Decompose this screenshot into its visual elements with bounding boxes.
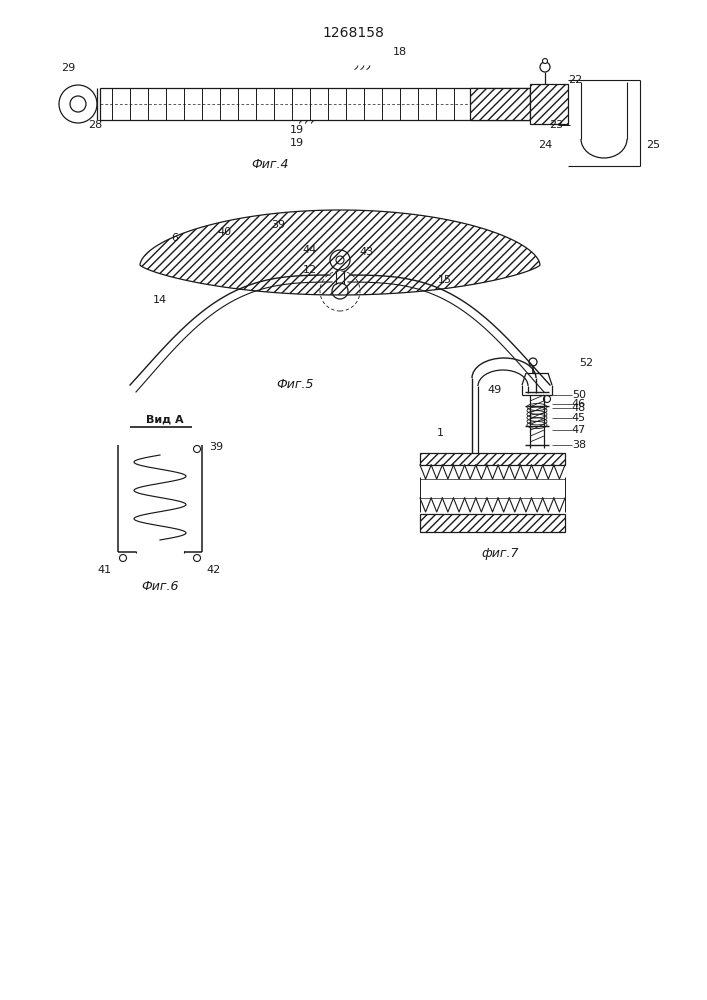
Bar	[100, 88, 530, 120]
Text: 50: 50	[572, 390, 586, 400]
Text: 41: 41	[97, 565, 111, 575]
Text: Фиг.5: Фиг.5	[276, 378, 314, 391]
Bar	[470, 88, 530, 120]
Text: 23: 23	[549, 120, 563, 130]
Text: Фиг.4: Фиг.4	[251, 158, 288, 172]
Text: 22: 22	[568, 75, 582, 85]
Text: 18: 18	[393, 47, 407, 57]
Text: 24: 24	[538, 140, 552, 150]
Text: 38: 38	[572, 440, 586, 450]
Circle shape	[542, 58, 547, 64]
Text: 43: 43	[360, 247, 374, 257]
Text: 1268158: 1268158	[322, 26, 384, 40]
Text: фиг.7: фиг.7	[481, 548, 519, 560]
Bar	[420, 453, 565, 465]
Text: 19: 19	[290, 125, 304, 135]
Text: 25: 25	[646, 140, 660, 150]
Bar	[530, 84, 568, 124]
Text: 6: 6	[172, 233, 178, 243]
Text: 47: 47	[572, 425, 586, 435]
Text: 39: 39	[209, 442, 223, 452]
Bar	[420, 514, 565, 532]
Text: 40: 40	[218, 227, 232, 237]
Text: 42: 42	[207, 565, 221, 575]
Text: 45: 45	[572, 413, 586, 423]
Text: 44: 44	[303, 245, 317, 255]
Text: Вид А: Вид А	[146, 415, 184, 425]
Text: 49: 49	[488, 385, 502, 395]
Text: 19: 19	[290, 138, 304, 148]
Text: 14: 14	[153, 295, 167, 305]
Text: 12: 12	[303, 265, 317, 275]
Text: 52: 52	[579, 358, 593, 368]
Text: 46: 46	[572, 399, 586, 409]
Text: Фиг.6: Фиг.6	[141, 580, 179, 593]
Text: 29: 29	[61, 63, 75, 73]
Text: 48: 48	[572, 403, 586, 413]
Text: 15: 15	[438, 275, 452, 285]
Text: 1: 1	[436, 428, 443, 438]
Text: 28: 28	[88, 120, 102, 130]
Polygon shape	[140, 210, 540, 295]
Text: 39: 39	[271, 220, 285, 230]
